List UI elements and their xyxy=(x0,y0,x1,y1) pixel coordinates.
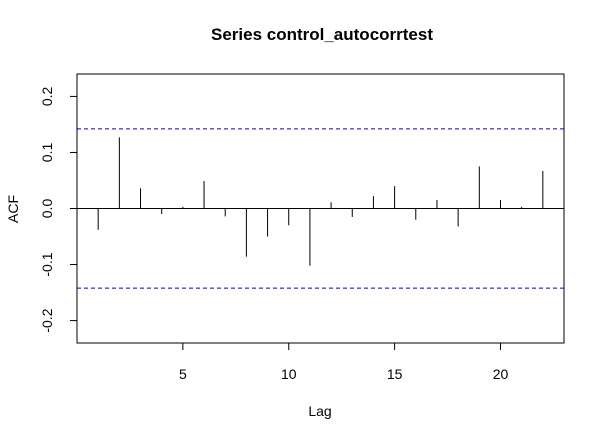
y-tick-label: 0.0 xyxy=(39,199,55,219)
x-axis: 5 10 15 20 xyxy=(179,342,509,382)
y-tick-label: 0.2 xyxy=(39,86,55,106)
y-axis-label: ACF xyxy=(5,195,21,223)
x-tick-label: 10 xyxy=(281,366,297,382)
x-axis-label: Lag xyxy=(308,403,331,419)
y-tick-label: -0.2 xyxy=(39,308,55,332)
x-tick-label: 15 xyxy=(387,366,403,382)
y-axis: -0.2 -0.1 0.0 0.1 0.2 xyxy=(39,86,78,333)
plot-area xyxy=(77,128,564,289)
chart-title: Series control_autocorrtest xyxy=(211,25,433,44)
y-tick-label: -0.1 xyxy=(39,252,55,276)
x-tick-label: 5 xyxy=(179,366,187,382)
x-tick-label: 20 xyxy=(493,366,509,382)
y-tick-label: 0.1 xyxy=(39,143,55,163)
